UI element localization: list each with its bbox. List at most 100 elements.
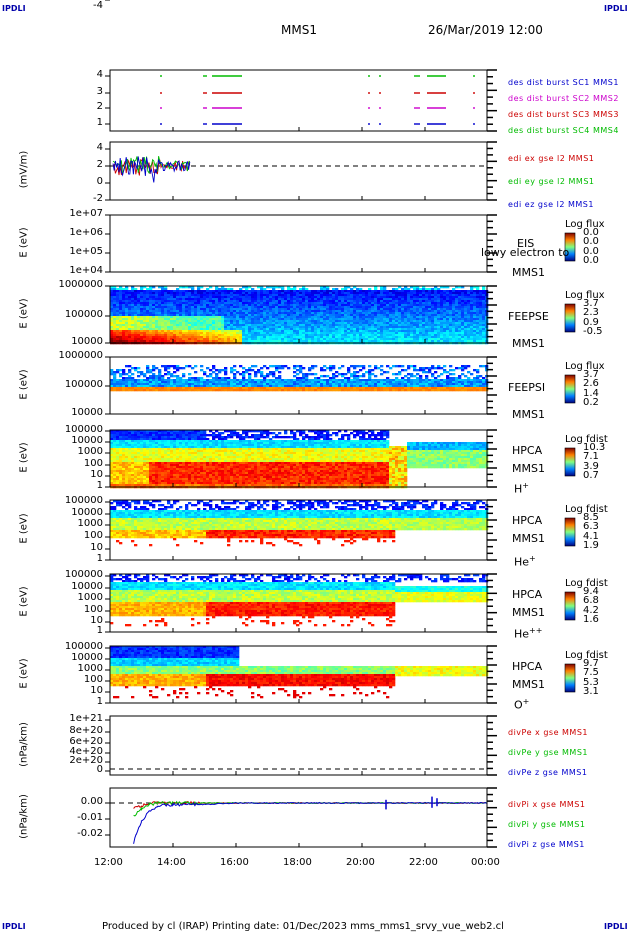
colorbar-tick-label: 7.5	[583, 667, 599, 679]
legend-entry: des dist burst SC4 MMS4	[508, 126, 619, 135]
y-axis-label: (nPa/km)	[18, 721, 30, 767]
x-tick-label: 22:00	[409, 857, 438, 868]
instrument-name: HPCA	[512, 588, 543, 601]
y-tick-label: 1	[96, 553, 103, 564]
colorbar-tick-label: 1.6	[583, 614, 599, 625]
legend-entry: divPe z gse MMS1	[508, 768, 588, 777]
y-tick-label: 10	[90, 685, 103, 696]
colorbar-tick-label: 0.0	[583, 236, 599, 248]
y-tick-label: 0	[96, 764, 103, 775]
spectrogram-hpca_hepp	[110, 574, 489, 627]
divpi-series-1	[133, 800, 487, 817]
colorbar-tick-label: 9.7	[583, 658, 599, 669]
colorbar-eis	[564, 232, 576, 262]
colorbar-tick-label: 0.9	[583, 316, 599, 328]
y-tick-label: 4e+20	[69, 746, 103, 757]
colorbar-tick-label: 0.7	[583, 470, 599, 481]
y-tick-label: 1e+04	[69, 265, 103, 276]
species-label: He++	[514, 626, 543, 641]
efield-series	[112, 156, 191, 183]
corner-label-bottom-right: IPDLI	[604, 922, 628, 931]
y-tick-label: 6e+20	[69, 736, 103, 747]
y-axis-label: E (eV)	[18, 657, 30, 689]
y-tick-label: 8e+20	[69, 725, 103, 736]
colorbar-tick-label: 0.2	[583, 397, 599, 408]
legend-entry: des dist burst SC3 MMS3	[508, 110, 619, 119]
colorbar-tick-label: 6.8	[583, 595, 599, 607]
colorbar-tick-label: 3.9	[583, 460, 599, 472]
legend-entry: divPi x gse MMS1	[508, 800, 586, 809]
y-tick-label: 10000	[71, 407, 103, 418]
y-tick-label: 1e+21	[69, 713, 103, 724]
colorbar-hpca_h	[564, 447, 576, 477]
legend-entry: divPi y gse MMS1	[508, 820, 586, 829]
spacecraft-name: MMS1	[512, 678, 545, 691]
y-axis-label: E (eV)	[18, 297, 30, 329]
y-tick-label: 1	[96, 480, 103, 491]
spectrogram-hpca_h	[110, 430, 489, 489]
legend-entry: edi ez gse l2 MMS1	[508, 200, 594, 209]
colorbar-tick-label: 2.3	[583, 307, 599, 319]
colorbar-title: Log fdist	[565, 504, 608, 515]
y-tick-label: 100000	[64, 424, 103, 435]
legend-entry: edi ex gse l2 MMS1	[508, 154, 595, 163]
colorbar-title: Log flux	[565, 290, 605, 301]
y-tick-label: 3	[96, 86, 103, 97]
spacecraft-name: MMS1	[512, 266, 545, 279]
y-tick-label: 1000	[77, 518, 103, 529]
y-tick-label: 4	[96, 69, 103, 80]
y-tick-label: 0.00	[80, 796, 103, 807]
corner-label-top-left: IPDLI	[2, 4, 26, 13]
colorbar-tick-label: 0.0	[583, 245, 599, 257]
y-tick-label: 10	[90, 542, 103, 553]
y-axis-label: E (eV)	[18, 441, 30, 473]
colorbar-tick-label: 3.1	[583, 686, 599, 697]
colorbar-tick-label: 5.3	[583, 676, 599, 688]
y-tick-label: 1	[96, 117, 103, 128]
spacecraft-title: MMS1	[281, 23, 317, 37]
spectrogram-hpca_o	[110, 646, 489, 699]
colorbar-tick-label: -0.5	[583, 326, 603, 337]
spacecraft-name: MMS1	[512, 337, 545, 350]
legend-entry: divPe y gse MMS1	[508, 748, 588, 757]
spectrogram-hpca_he	[110, 500, 489, 547]
colorbar-tick-label: 0.0	[583, 255, 599, 266]
y-tick-label: 100000	[64, 495, 103, 506]
y-tick-label: 2	[96, 159, 103, 170]
y-tick-label: 100	[83, 530, 103, 541]
y-tick-label: 10	[90, 469, 103, 480]
corner-label-top-right: IPDLI	[604, 4, 628, 13]
y-axis-label: E (eV)	[18, 226, 30, 258]
colorbar-title: Log fdist	[565, 434, 608, 445]
y-tick-label: 1000	[77, 663, 103, 674]
y-tick-label: 1000000	[58, 350, 103, 361]
y-tick-label: 10	[90, 615, 103, 626]
colorbar-tick-label: 4.2	[583, 604, 599, 616]
y-axis-label: E (eV)	[18, 513, 30, 544]
y-tick-label: 1000000	[58, 279, 103, 290]
y-tick-label: 2e+20	[69, 755, 103, 766]
legend-entry: divPe x gse MMS1	[508, 728, 588, 737]
species-label: H+	[514, 481, 529, 496]
colorbar-tick-label: 3.7	[583, 298, 599, 309]
colorbar-title: Log flux	[565, 219, 605, 230]
y-tick-label: 1000	[77, 446, 103, 457]
spacecraft-name: MMS1	[512, 462, 545, 475]
legend-entry: des dist burst SC1 MMS1	[508, 78, 619, 87]
colorbar-feepsi	[564, 374, 576, 404]
colorbar-tick-label: 1.4	[583, 387, 599, 399]
y-tick-label: 4	[96, 142, 103, 153]
corner-label-bottom-left: IPDLI	[2, 922, 26, 931]
footer-text: Produced by cl (IRAP) Printing date: 01/…	[102, 921, 504, 932]
y-tick-label: 100000	[64, 309, 103, 320]
species-label: He+	[514, 554, 536, 569]
x-tick-label: 00:00	[471, 857, 500, 868]
y-tick-label: 2	[96, 101, 103, 112]
colorbar-tick-label: 4.1	[583, 530, 599, 542]
colorbar-tick-label: 3.7	[583, 369, 599, 380]
y-tick-label: -4	[93, 0, 103, 11]
spectrogram-feepse	[110, 286, 489, 345]
colorbar-feepse	[564, 303, 576, 333]
spacecraft-name: MMS1	[512, 606, 545, 619]
